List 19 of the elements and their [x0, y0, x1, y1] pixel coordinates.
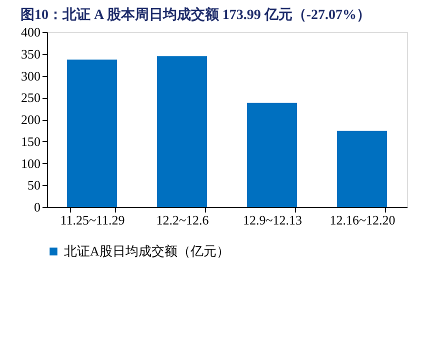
y-tick-label: 0	[34, 200, 40, 214]
y-tick-label: 250	[21, 90, 40, 106]
bar	[337, 130, 387, 207]
bar	[157, 56, 207, 207]
y-tick-label: 100	[21, 156, 40, 171]
y-tick-label: 200	[21, 112, 40, 127]
y-tick-label: 400	[21, 24, 40, 40]
bar	[67, 60, 117, 207]
bar	[247, 102, 297, 207]
legend-label: 北证A股日均成交额（亿元）	[64, 244, 230, 258]
chart-title: 图10：北证 A 股本周日均成交额 173.99 亿元（-27.07%）	[20, 6, 370, 23]
x-tick-label: 12.9~12.13	[242, 212, 302, 228]
y-tick-label: 150	[21, 134, 40, 149]
y-tick-label: 350	[21, 46, 40, 62]
y-tick-label: 50	[28, 178, 40, 193]
x-tick-label: 12.16~12.20	[330, 212, 396, 228]
x-tick-label: 11.25~11.29	[60, 212, 125, 228]
y-tick-label: 300	[21, 68, 40, 84]
x-tick-label: 12.2~12.6	[156, 212, 210, 228]
